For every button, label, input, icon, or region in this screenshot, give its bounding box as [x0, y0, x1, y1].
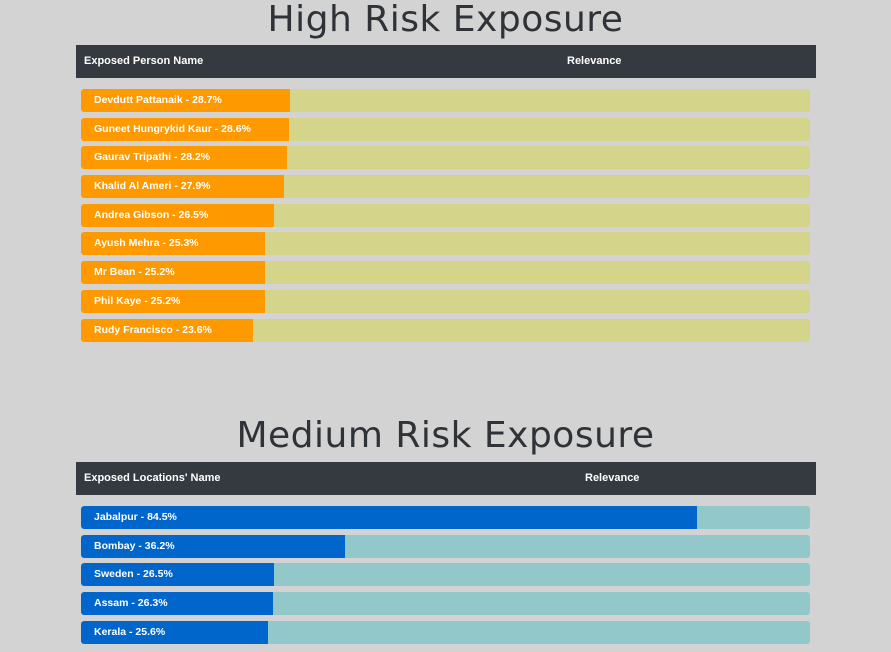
progress-bar-fill	[81, 318, 254, 342]
progress-bar-fill	[81, 117, 290, 141]
progress-bar-label: Rudy Francisco - 23.6%	[94, 323, 212, 336]
location-exposure-row: Bombay - 36.2%	[81, 534, 810, 558]
column-header-person-name: Exposed Person Name	[84, 55, 204, 67]
progress-bar-fill	[81, 506, 697, 529]
progress-bar-fill	[81, 563, 275, 587]
high-risk-title: High Risk Exposure	[267, 0, 624, 40]
progress-bar-label: Bombay - 36.2%	[94, 539, 175, 552]
person-exposure-row: Ayush Mehra - 25.3%	[81, 232, 810, 256]
progress-bar-label: Mr Bean - 25.2%	[94, 266, 175, 279]
progress-bar-fill	[81, 592, 273, 616]
column-header-location-name: Exposed Locations' Name	[84, 472, 221, 484]
person-exposure-row: Mr Bean - 25.2%	[81, 261, 810, 285]
medium-risk-title: Medium Risk Exposure	[236, 415, 655, 456]
high-risk-list: Devdutt Pattanaik - 28.7% Guneet Hungryki…	[81, 89, 810, 347]
progress-bar-fill	[81, 232, 266, 256]
progress-bar-fill	[81, 89, 291, 112]
progress-bar-fill	[81, 175, 285, 199]
person-exposure-row: Rudy Francisco - 23.6%	[81, 318, 810, 342]
person-exposure-row: Khalid Al Ameri - 27.9%	[81, 175, 810, 199]
person-exposure-row: Guneet Hungrykid Kaur - 28.6%	[81, 117, 810, 141]
progress-bar-fill	[81, 534, 345, 558]
location-exposure-row: Assam - 26.3%	[81, 592, 810, 616]
location-exposure-row: Jabalpur - 84.5%	[81, 506, 810, 529]
person-exposure-row: Gaurav Tripathi - 28.2%	[81, 146, 810, 170]
column-header-relevance: Relevance	[567, 55, 622, 67]
medium-risk-list: Jabalpur - 84.5% Bombay - 36.2% Sweden - 2…	[81, 506, 810, 649]
progress-bar-label: Guneet Hungrykid Kaur - 28.6%	[94, 122, 251, 135]
progress-bar-fill	[81, 289, 265, 313]
progress-bar-label: Kerala - 25.6%	[94, 625, 166, 638]
progress-bar-label: Khalid Al Ameri - 27.9%	[94, 180, 211, 193]
person-exposure-row: Andrea Gibson - 26.5%	[81, 203, 810, 227]
progress-bar-label: Jabalpur - 84.5%	[94, 511, 177, 523]
location-exposure-row: Sweden - 26.5%	[81, 563, 810, 587]
progress-bar-fill	[81, 620, 268, 644]
progress-bar-fill	[81, 146, 287, 170]
column-header-relevance: Relevance	[585, 472, 640, 484]
progress-bar-fill	[81, 261, 265, 285]
medium-risk-table-header: Exposed Locations' Name Relevance	[76, 462, 816, 495]
person-exposure-row: Phil Kaye - 25.2%	[81, 289, 810, 313]
progress-bar-label: Sweden - 26.5%	[94, 568, 173, 581]
high-risk-table-header: Exposed Person Name Relevance	[76, 45, 816, 78]
progress-bar-label: Gaurav Tripathi - 28.2%	[94, 151, 211, 164]
progress-bar-label: Andrea Gibson - 26.5%	[94, 208, 209, 221]
location-exposure-row: Kerala - 25.6%	[81, 620, 810, 644]
progress-bar-label: Devdutt Pattanaik - 28.7%	[94, 94, 222, 106]
progress-bar-label: Ayush Mehra - 25.3%	[94, 237, 199, 250]
progress-bar-label: Assam - 26.3%	[94, 597, 168, 610]
progress-bar-label: Phil Kaye - 25.2%	[94, 294, 181, 307]
person-exposure-row: Devdutt Pattanaik - 28.7%	[81, 89, 810, 112]
progress-bar-fill	[81, 203, 275, 227]
